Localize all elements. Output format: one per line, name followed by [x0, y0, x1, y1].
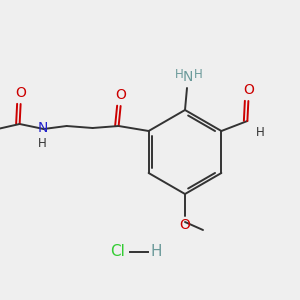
Text: O: O: [180, 218, 190, 232]
Text: O: O: [243, 83, 254, 97]
Text: H: H: [175, 68, 183, 81]
Text: O: O: [15, 86, 26, 100]
Text: H: H: [256, 126, 265, 139]
Text: H: H: [38, 137, 47, 150]
Text: N: N: [183, 70, 193, 84]
Text: H: H: [150, 244, 162, 260]
Text: H: H: [194, 68, 202, 81]
Text: N: N: [38, 121, 48, 135]
Text: O: O: [115, 88, 126, 102]
Text: Cl: Cl: [111, 244, 125, 260]
